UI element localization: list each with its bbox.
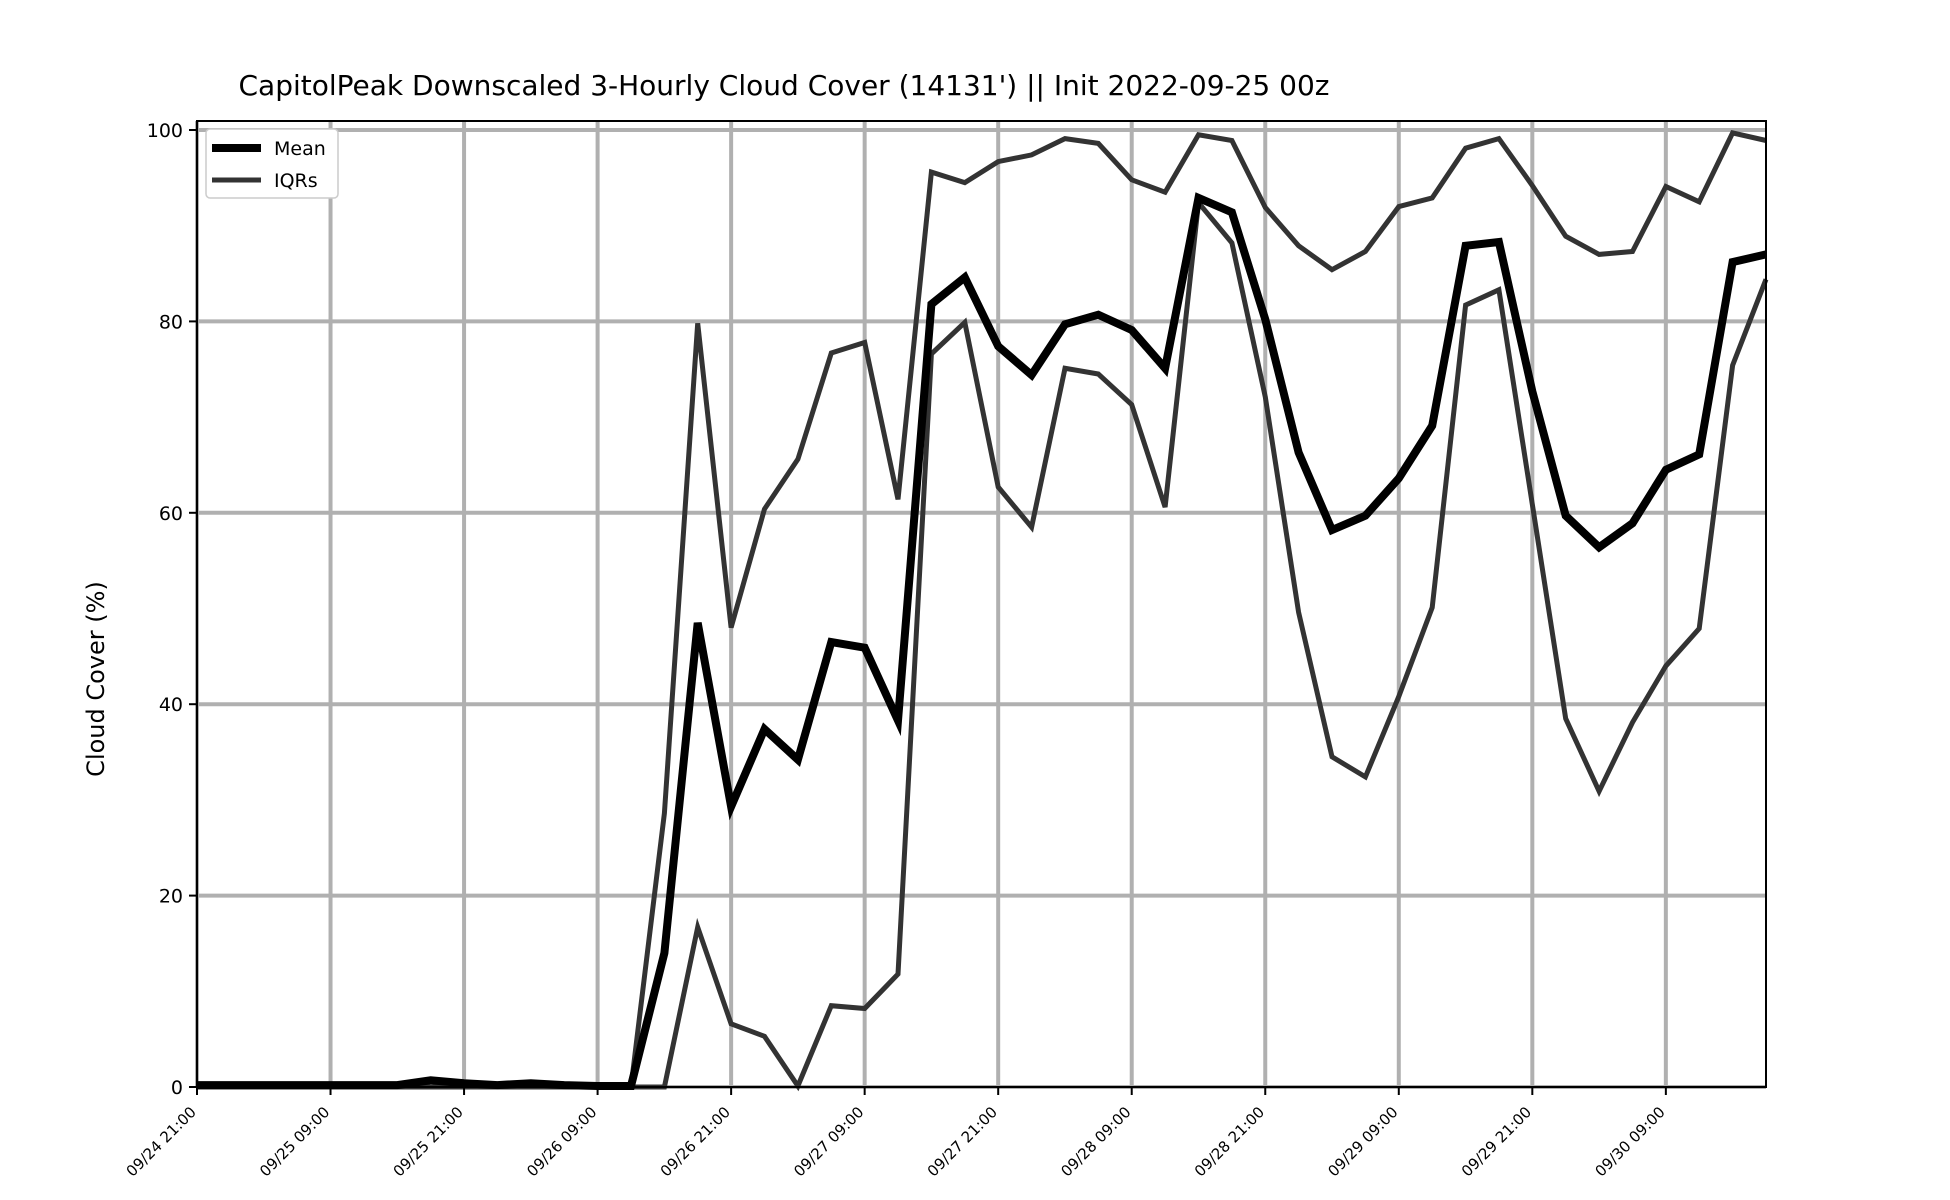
y-axis-ticks: 0 20 40 60 80 100	[147, 120, 197, 1099]
chart-title: CapitolPeak Downscaled 3-Hourly Cloud Co…	[239, 69, 1330, 102]
plot-frame	[196, 120, 1767, 1088]
grid	[195, 121, 1766, 1089]
y-tick-label: 80	[159, 311, 183, 333]
legend: Mean IQRs	[205, 128, 339, 199]
legend-mean-label: Mean	[274, 138, 326, 160]
y-tick-label: 20	[159, 886, 183, 908]
y-tick-label: 40	[159, 694, 183, 716]
y-axis-label: Cloud Cover (%)	[82, 581, 110, 777]
y-tick-label: 100	[147, 120, 183, 142]
series-line-mean	[197, 192, 1767, 1090]
legend-iqr-label: IQRs	[274, 170, 318, 192]
y-tick-label: 0	[171, 1077, 183, 1099]
y-tick-label: 60	[159, 503, 183, 525]
